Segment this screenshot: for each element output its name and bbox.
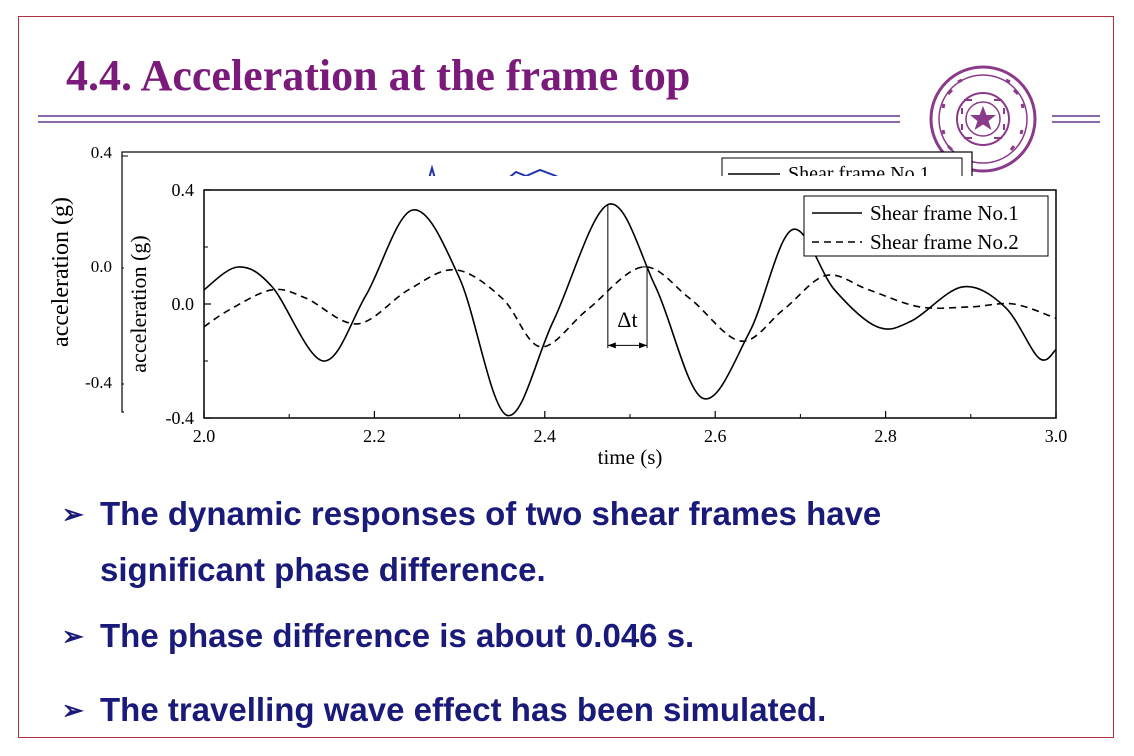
series-line-shear-frame-1 [203, 203, 1057, 417]
front-chart: 2.0 2.2 2.4 2.6 2.8 3.0 0.4 0.0 -0.4 Δt time (s)… [124, 176, 1067, 476]
legend: Shear frame No.1 Shear frame No.2 [803, 195, 1049, 257]
bullet-text: The phase difference is about 0.046 s. [100, 617, 695, 654]
back-yaxis-label: acceleration (g) [48, 197, 74, 347]
arrow-bullet-icon: ➢ [62, 695, 84, 725]
back-ytick-label: -0.4 [85, 373, 112, 392]
y-tick-label: 0.4 [172, 180, 195, 200]
legend-label: Shear frame No.2 [870, 230, 1019, 254]
x-tick-label: 2.0 [193, 426, 216, 446]
delta-t-arrowhead-right [639, 342, 648, 349]
title-rule-top [38, 115, 900, 117]
x-tick-label: 2.2 [363, 426, 386, 446]
x-tick-label: 2.4 [534, 426, 557, 446]
back-ytick-label: 0.4 [91, 143, 113, 162]
bullet-line: significant phase difference. [100, 551, 546, 588]
series-group [203, 203, 1057, 417]
bullet-text: The dynamic responses of two shear frame… [100, 486, 881, 598]
series-line-shear-frame-2 [203, 266, 1057, 348]
arrow-bullet-icon: ➢ [62, 621, 84, 651]
axis-ticks: 2.0 2.2 2.4 2.6 2.8 3.0 0.4 0.0 -0.4 [166, 180, 1068, 446]
bullet-item: ➢ The dynamic responses of two shear fram… [62, 486, 881, 598]
x-tick-label: 3.0 [1045, 426, 1068, 446]
delta-t-arrowhead-left [607, 342, 616, 349]
arrow-bullet-icon: ➢ [62, 499, 84, 529]
delta-t-label: Δt [617, 307, 637, 332]
y-tick-label: -0.4 [166, 408, 195, 428]
bullet-item: ➢ The phase difference is about 0.046 s. [62, 608, 694, 664]
title-rule-right-top [1052, 115, 1100, 117]
y-axis-label: acceleration (g) [126, 235, 151, 372]
slide-title: 4.4. Acceleration at the frame top [66, 51, 691, 100]
bullet-text: The travelling wave effect has been simu… [100, 691, 827, 728]
legend-label: Shear frame No.1 [870, 201, 1019, 225]
university-seal-icon [929, 65, 1037, 173]
x-tick-label: 2.8 [874, 426, 897, 446]
legend-box [803, 195, 1049, 257]
x-axis-label: time (s) [598, 445, 663, 469]
x-tick-label: 2.6 [704, 426, 727, 446]
bullet-item: ➢ The travelling wave effect has been sim… [62, 682, 826, 738]
title-rule-bottom [38, 121, 900, 123]
back-ytick-label: 0.0 [91, 257, 112, 276]
bullet-line: The dynamic responses of two shear frame… [100, 495, 882, 532]
slide-border [18, 16, 1114, 738]
title-rule-right-bottom [1052, 121, 1100, 123]
delta-t-annotation: Δt [607, 204, 648, 349]
y-tick-label: 0.0 [172, 294, 195, 314]
